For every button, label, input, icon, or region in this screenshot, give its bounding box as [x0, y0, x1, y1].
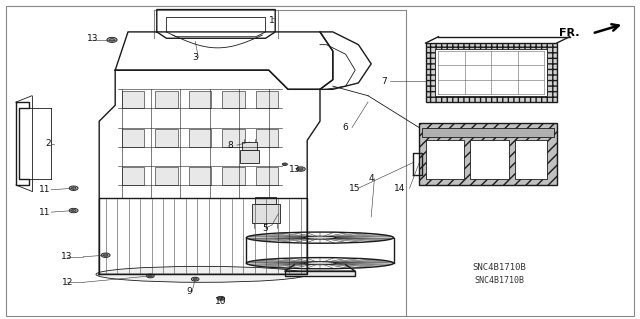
Circle shape [69, 208, 78, 213]
Text: FR.: FR. [559, 28, 579, 39]
Text: 4: 4 [369, 174, 374, 183]
Circle shape [219, 297, 223, 299]
Bar [122, 167, 144, 185]
Bar [122, 129, 144, 147]
Ellipse shape [304, 262, 336, 265]
Text: 11: 11 [39, 185, 51, 194]
Bar [189, 91, 211, 108]
Bar [419, 123, 557, 185]
Text: 2: 2 [45, 139, 51, 148]
Circle shape [104, 254, 108, 256]
Circle shape [147, 274, 154, 278]
Bar [256, 167, 278, 185]
Circle shape [72, 209, 76, 212]
Text: 13: 13 [61, 252, 73, 261]
Bar [242, 142, 257, 150]
Circle shape [282, 163, 287, 166]
Text: 13: 13 [87, 34, 99, 43]
Bar [189, 129, 211, 147]
Ellipse shape [246, 258, 394, 269]
Bar [155, 129, 177, 147]
Ellipse shape [246, 232, 394, 243]
Bar [422, 128, 554, 137]
Bar [155, 167, 177, 185]
Text: 11: 11 [39, 208, 51, 217]
Bar [155, 91, 177, 108]
Bar [256, 91, 278, 108]
Bar [240, 150, 259, 163]
Circle shape [217, 296, 225, 300]
Bar [223, 129, 245, 147]
Bar [189, 167, 211, 185]
Text: 7: 7 [381, 77, 387, 86]
Circle shape [101, 253, 110, 257]
Text: 6: 6 [343, 123, 348, 132]
Bar [426, 140, 464, 179]
Text: 12: 12 [61, 278, 73, 287]
Ellipse shape [304, 236, 336, 239]
Bar [255, 197, 276, 204]
Circle shape [191, 277, 199, 281]
Circle shape [69, 186, 78, 190]
Text: SNC4B1710B: SNC4B1710B [472, 263, 526, 272]
Text: 1: 1 [269, 16, 275, 25]
Circle shape [148, 275, 152, 277]
Bar [426, 43, 557, 102]
Bar [223, 91, 245, 108]
Circle shape [72, 187, 76, 189]
Ellipse shape [96, 266, 307, 282]
Text: 10: 10 [215, 297, 227, 306]
Bar [470, 140, 509, 179]
Bar [223, 167, 245, 185]
Bar [435, 49, 547, 96]
Text: SNC4B1710B: SNC4B1710B [474, 276, 524, 285]
Text: 15: 15 [349, 184, 361, 193]
Circle shape [298, 168, 303, 170]
Bar [252, 204, 280, 223]
Text: 9: 9 [186, 287, 191, 296]
Bar [515, 140, 547, 179]
Circle shape [296, 167, 305, 171]
Bar [256, 129, 278, 147]
Circle shape [107, 37, 117, 42]
Text: 8: 8 [228, 141, 233, 150]
Circle shape [193, 278, 197, 280]
Circle shape [109, 39, 115, 41]
Text: 5: 5 [263, 224, 268, 233]
Text: 13: 13 [289, 165, 300, 174]
Text: 14: 14 [394, 184, 406, 193]
Bar [285, 271, 355, 276]
Bar [122, 91, 144, 108]
Circle shape [284, 164, 286, 165]
Text: 3: 3 [193, 53, 198, 62]
